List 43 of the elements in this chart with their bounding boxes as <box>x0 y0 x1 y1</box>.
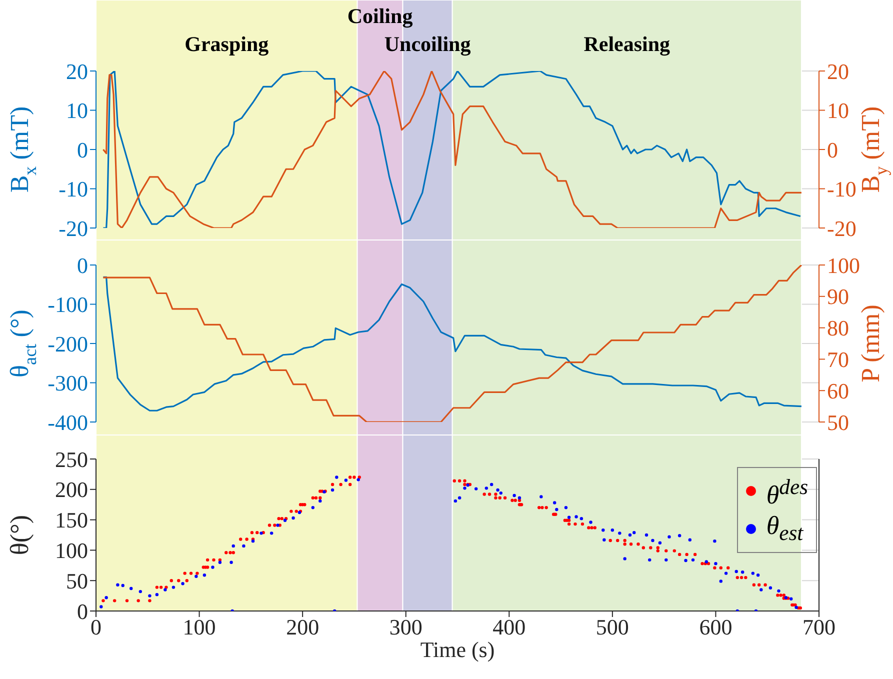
y-tick-label: -20 <box>58 216 88 241</box>
x-axis-title: Time (s) <box>420 637 495 662</box>
y-tick-label: -10 <box>58 176 88 202</box>
legend-label: θ$^{des}$ <box>766 474 808 511</box>
band-label: Uncoiling <box>384 32 472 56</box>
y2-tick-label: 100 <box>827 252 860 278</box>
y2-tick-label: 60 <box>827 378 849 404</box>
y2-tick-label: -20 <box>827 216 856 241</box>
y-tick-label: -100 <box>48 292 88 318</box>
x-tick-label: 500 <box>596 614 629 640</box>
x-tick-label: 300 <box>389 614 422 640</box>
y-tick-label: 200 <box>55 477 88 502</box>
x-tick-label: 700 <box>802 614 836 640</box>
y-tick-label: 10 <box>66 98 88 124</box>
y-axis-title: θ(°) <box>4 514 34 556</box>
y-tick-label: 0 <box>77 598 88 624</box>
y2-tick-label: 80 <box>827 316 849 341</box>
y2-tick-label: 10 <box>827 98 849 124</box>
y2-tick-label: 0 <box>827 137 838 162</box>
y-tick-label: 20 <box>66 58 88 84</box>
y2-tick-label: -10 <box>827 176 856 202</box>
band-label: Releasing <box>584 32 671 56</box>
y-tick-label: 0 <box>77 137 88 162</box>
y-tick-label: -300 <box>48 370 88 396</box>
x-tick-label: 100 <box>182 614 216 640</box>
y2-tick-label: 70 <box>827 347 849 372</box>
band-label: Coiling <box>347 4 414 28</box>
y2-tick-label: 90 <box>827 284 849 310</box>
y-tick-label: -200 <box>48 331 88 356</box>
x-tick-label: 400 <box>492 614 526 640</box>
band-label: Grasping <box>184 32 270 56</box>
y-tick-label: 250 <box>55 446 88 472</box>
x-tick-label: 200 <box>286 614 320 640</box>
y-tick-label: 100 <box>55 538 88 564</box>
y-tick-label: 0 <box>77 252 88 278</box>
y2-tick-label: 20 <box>827 58 849 84</box>
y-tick-label: -400 <box>48 410 88 435</box>
legend-label: θ$_{est}$ <box>766 510 804 547</box>
y2-tick-label: 50 <box>827 410 849 435</box>
x-tick-label: 600 <box>699 614 732 640</box>
y-tick-label: 150 <box>55 508 88 533</box>
y2-axis-title: P (mm) <box>856 304 885 382</box>
y-tick-label: 50 <box>66 568 88 594</box>
